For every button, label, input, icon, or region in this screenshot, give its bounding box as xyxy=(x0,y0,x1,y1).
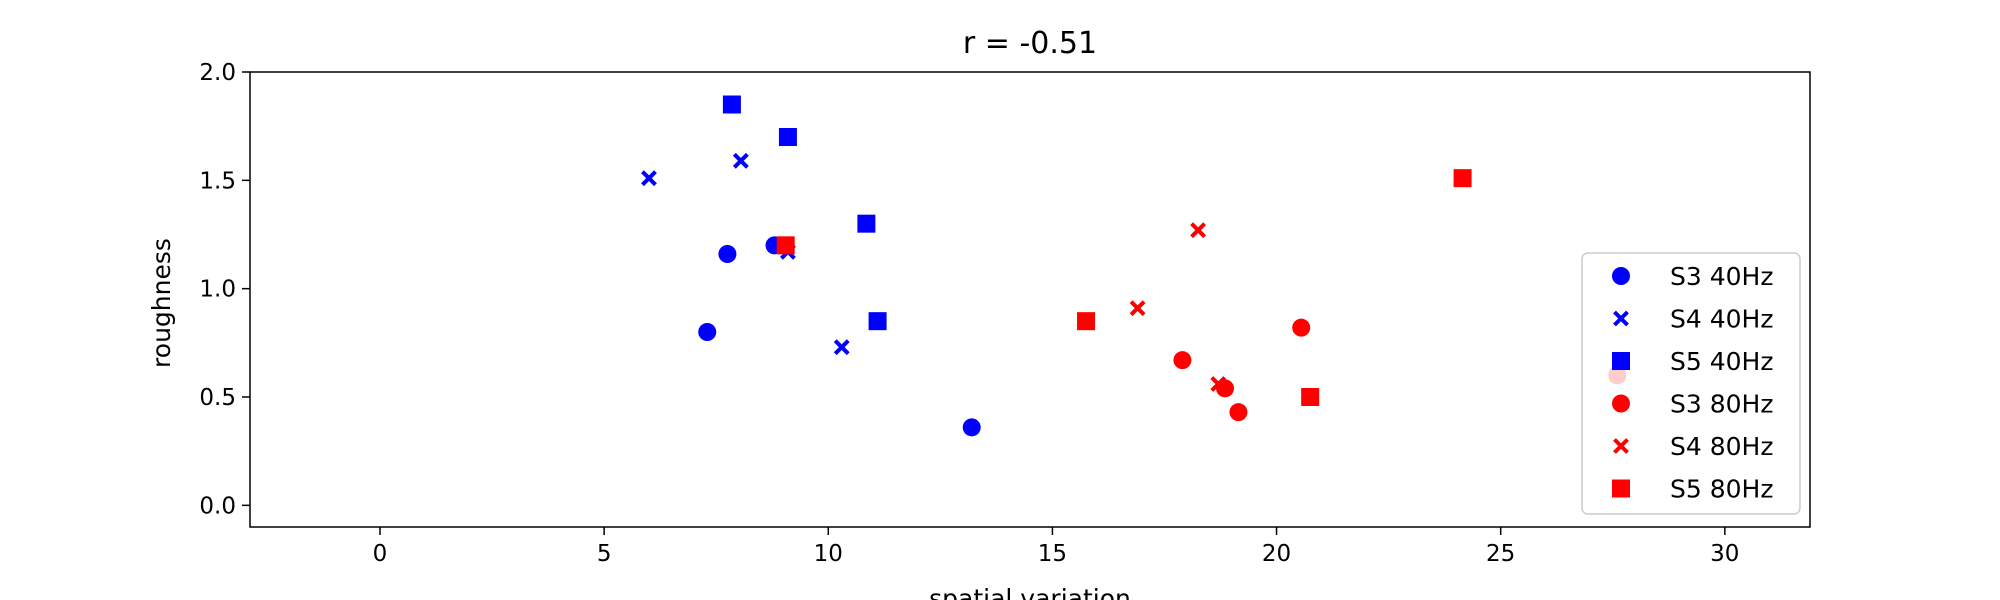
x-tick-label: 0 xyxy=(373,541,388,567)
legend-marker xyxy=(1612,267,1630,285)
legend-label: S4 80Hz xyxy=(1670,432,1773,461)
legend-label: S3 80Hz xyxy=(1670,390,1773,419)
data-point xyxy=(857,214,876,233)
legend-marker xyxy=(1613,310,1629,327)
data-point xyxy=(1173,351,1192,370)
x-tick-label: 5 xyxy=(597,541,612,567)
data-point xyxy=(732,152,749,169)
data-point xyxy=(1453,169,1472,188)
legend: S3 40Hz S4 40Hz S5 40Hz S3 80Hz S4 80Hz S5 80… xyxy=(1581,252,1801,515)
x-axis-label: spatial variation xyxy=(929,584,1131,600)
legend-marker xyxy=(1612,352,1630,370)
y-tick-label: 0.0 xyxy=(199,493,236,519)
legend-label: S5 40Hz xyxy=(1670,347,1773,376)
x-tick-label: 15 xyxy=(1038,541,1067,567)
data-point xyxy=(641,170,657,187)
y-tick-label: 1.5 xyxy=(199,168,236,194)
data-point xyxy=(1292,318,1311,337)
data-point xyxy=(1129,300,1146,317)
axis-ticks: 0 5 10 15 20 25 30 0.0 0.5 1.0 1.5 2.0 xyxy=(199,60,1739,567)
y-tick-label: 2.0 xyxy=(199,60,236,86)
legend-label: S4 40Hz xyxy=(1670,305,1773,334)
data-point xyxy=(1229,403,1248,422)
legend-label: S3 40Hz xyxy=(1670,262,1773,291)
data-points-layer xyxy=(641,95,1627,437)
x-tick-label: 20 xyxy=(1262,541,1291,567)
data-point xyxy=(868,312,887,331)
data-point xyxy=(1190,222,1207,239)
x-tick-label: 10 xyxy=(814,541,843,567)
data-point xyxy=(698,323,717,341)
chart-title: r = -0.51 xyxy=(963,26,1097,61)
x-tick-label: 25 xyxy=(1486,541,1515,567)
data-point xyxy=(1301,388,1320,406)
data-point xyxy=(776,236,795,255)
data-point xyxy=(962,418,981,437)
legend-marker xyxy=(1612,479,1630,498)
data-point xyxy=(722,95,741,114)
y-tick-label: 1.0 xyxy=(199,277,236,303)
y-tick-label: 0.5 xyxy=(199,385,236,411)
plot-frame xyxy=(249,71,1811,528)
legend-marker xyxy=(1613,438,1629,454)
data-point xyxy=(778,128,797,146)
y-axis-label: roughness xyxy=(147,238,176,368)
legend-box xyxy=(1581,252,1801,515)
data-point xyxy=(1077,312,1096,331)
x-tick-label: 30 xyxy=(1710,541,1739,567)
data-point xyxy=(1210,376,1227,392)
legend-marker xyxy=(1612,394,1630,413)
data-point xyxy=(833,339,850,356)
data-point xyxy=(718,245,737,263)
legend-label: S5 80Hz xyxy=(1670,475,1773,504)
